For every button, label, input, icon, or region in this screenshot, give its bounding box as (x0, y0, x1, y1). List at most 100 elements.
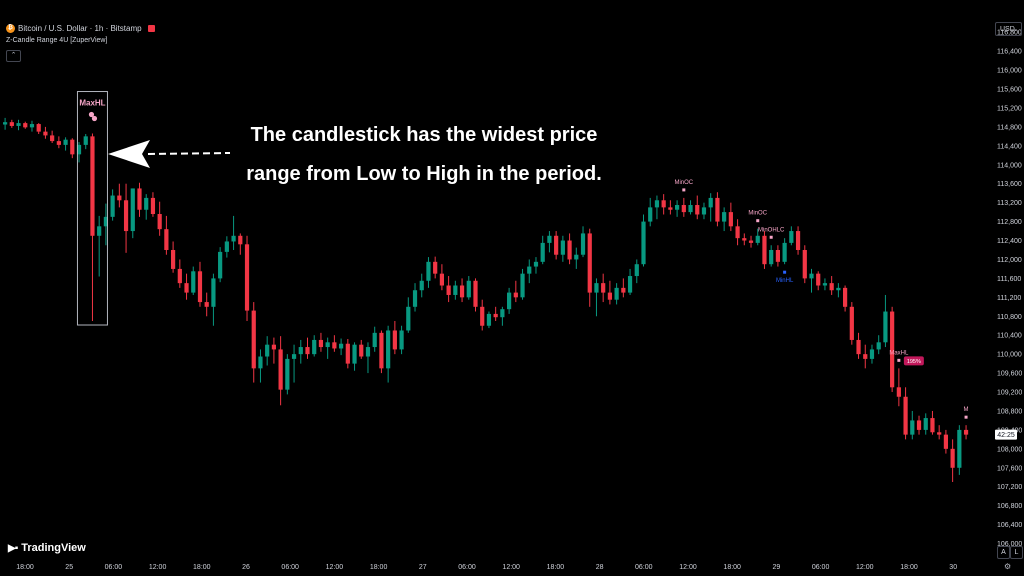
candle (63, 137, 68, 151)
candle (144, 194, 149, 220)
tradingview-logo[interactable]: ▶▪ TradingView (8, 542, 86, 554)
price-tick-label: 107,600 (997, 465, 1022, 472)
time-tick-label: 27 (419, 564, 427, 571)
currency-selector[interactable]: USD ⌄ (995, 22, 1022, 36)
candle-body (554, 235, 559, 255)
price-tick-label: 114,400 (997, 143, 1022, 150)
price-tick-label: 108,000 (997, 446, 1022, 453)
candle-body (910, 420, 915, 435)
candle (594, 278, 599, 317)
symbol-header[interactable]: ₿ Bitcoin / U.S. Dollar · 1h · Bitstamp (6, 24, 155, 33)
candle-body (157, 214, 162, 230)
candle-body (520, 273, 525, 298)
marker-label: MaxHL (79, 99, 105, 108)
candle-body (258, 356, 263, 369)
candle-body (963, 429, 969, 435)
candle (775, 245, 780, 267)
candle-body (708, 197, 713, 208)
candle (291, 344, 297, 383)
candle (627, 268, 633, 295)
candle (607, 280, 612, 305)
symbol-title: Bitcoin / U.S. Dollar · 1h · Bitstamp (18, 24, 142, 33)
candle-body (204, 302, 209, 307)
candle (641, 214, 646, 267)
candle (359, 339, 364, 359)
candle-body (594, 283, 599, 293)
candle-body (150, 197, 156, 215)
candle-body (305, 347, 310, 355)
candle (433, 256, 438, 279)
price-tick-label: 112,400 (997, 238, 1022, 245)
candle-body (412, 290, 418, 307)
candle (910, 410, 915, 440)
candle (150, 192, 156, 217)
candle-body (211, 278, 216, 307)
candle (943, 429, 948, 454)
marker-dot (756, 219, 760, 223)
price-tick-label: 107,200 (997, 484, 1022, 491)
candle-body (890, 311, 895, 388)
time-tick-label: 18:00 (547, 564, 565, 571)
candle-body (762, 235, 767, 265)
chevron-down-icon: ⌄ (1012, 27, 1018, 33)
candle (23, 121, 28, 129)
candle (890, 306, 895, 393)
candle (439, 264, 444, 291)
collapse-chevron-icon[interactable]: ⌃ (6, 50, 21, 62)
candle (137, 182, 142, 217)
candle-body (278, 349, 283, 390)
markers-layer: MaxHL MinOC MinOC MinOHLC MinHL MaxHL 195% M (76, 91, 969, 419)
time-tick-label: 18:00 (16, 564, 34, 571)
marker-dot (783, 270, 787, 274)
candle-body (641, 221, 646, 265)
candle (701, 202, 707, 220)
log-scale-button[interactable]: L (1010, 546, 1023, 559)
candle-body (459, 285, 465, 298)
candle-body (923, 418, 928, 430)
auto-scale-button[interactable]: A (997, 546, 1010, 559)
candle (298, 339, 303, 364)
candles-layer (3, 117, 969, 482)
candle (681, 197, 686, 217)
time-tick-label: 18:00 (370, 564, 388, 571)
price-tick-label: 113,200 (997, 200, 1022, 207)
time-tick-label: 29 (773, 564, 781, 571)
candle (386, 325, 391, 383)
candle-body (715, 197, 720, 222)
candle (466, 276, 471, 300)
candle-body (769, 249, 774, 265)
marker-dot (964, 415, 968, 419)
candle (50, 130, 55, 143)
candle-body (849, 306, 854, 340)
candle (480, 299, 485, 331)
candle (661, 194, 666, 215)
candle-body (231, 235, 236, 242)
time-axis[interactable]: 18:00 25 06:00 12:00 18:00 26 06:00 12:00 18:00 2… (16, 564, 957, 571)
price-tick-label: 113,600 (997, 181, 1022, 188)
candle (171, 241, 176, 273)
price-tick-label: 106,400 (997, 522, 1022, 529)
candle-body (540, 242, 545, 262)
candle-body (144, 197, 149, 210)
candle-body (3, 122, 8, 125)
candle-body (943, 434, 948, 449)
gear-icon[interactable]: ⚙ (1004, 562, 1012, 571)
candle-body (601, 283, 606, 293)
candle-body (648, 207, 653, 222)
indicator-title[interactable]: Z-Candle Range 4U [ZuperView] (6, 37, 108, 44)
candle-body (23, 123, 28, 128)
candle-body (675, 205, 680, 210)
price-axis[interactable]: 116,800 116,400 116,000 115,600 115,200 114,8… (995, 30, 1022, 548)
candle-body (97, 226, 102, 236)
candle-body (742, 238, 747, 241)
candle-body (634, 264, 639, 277)
price-tick-label: 111,600 (997, 276, 1021, 283)
marker-dot (769, 235, 773, 239)
candle-body (29, 124, 35, 128)
candle-body (527, 266, 532, 274)
candle-body (218, 251, 223, 279)
countdown-badge (995, 429, 1017, 440)
candle-body (486, 313, 492, 326)
price-tick-label: 114,800 (997, 124, 1022, 131)
